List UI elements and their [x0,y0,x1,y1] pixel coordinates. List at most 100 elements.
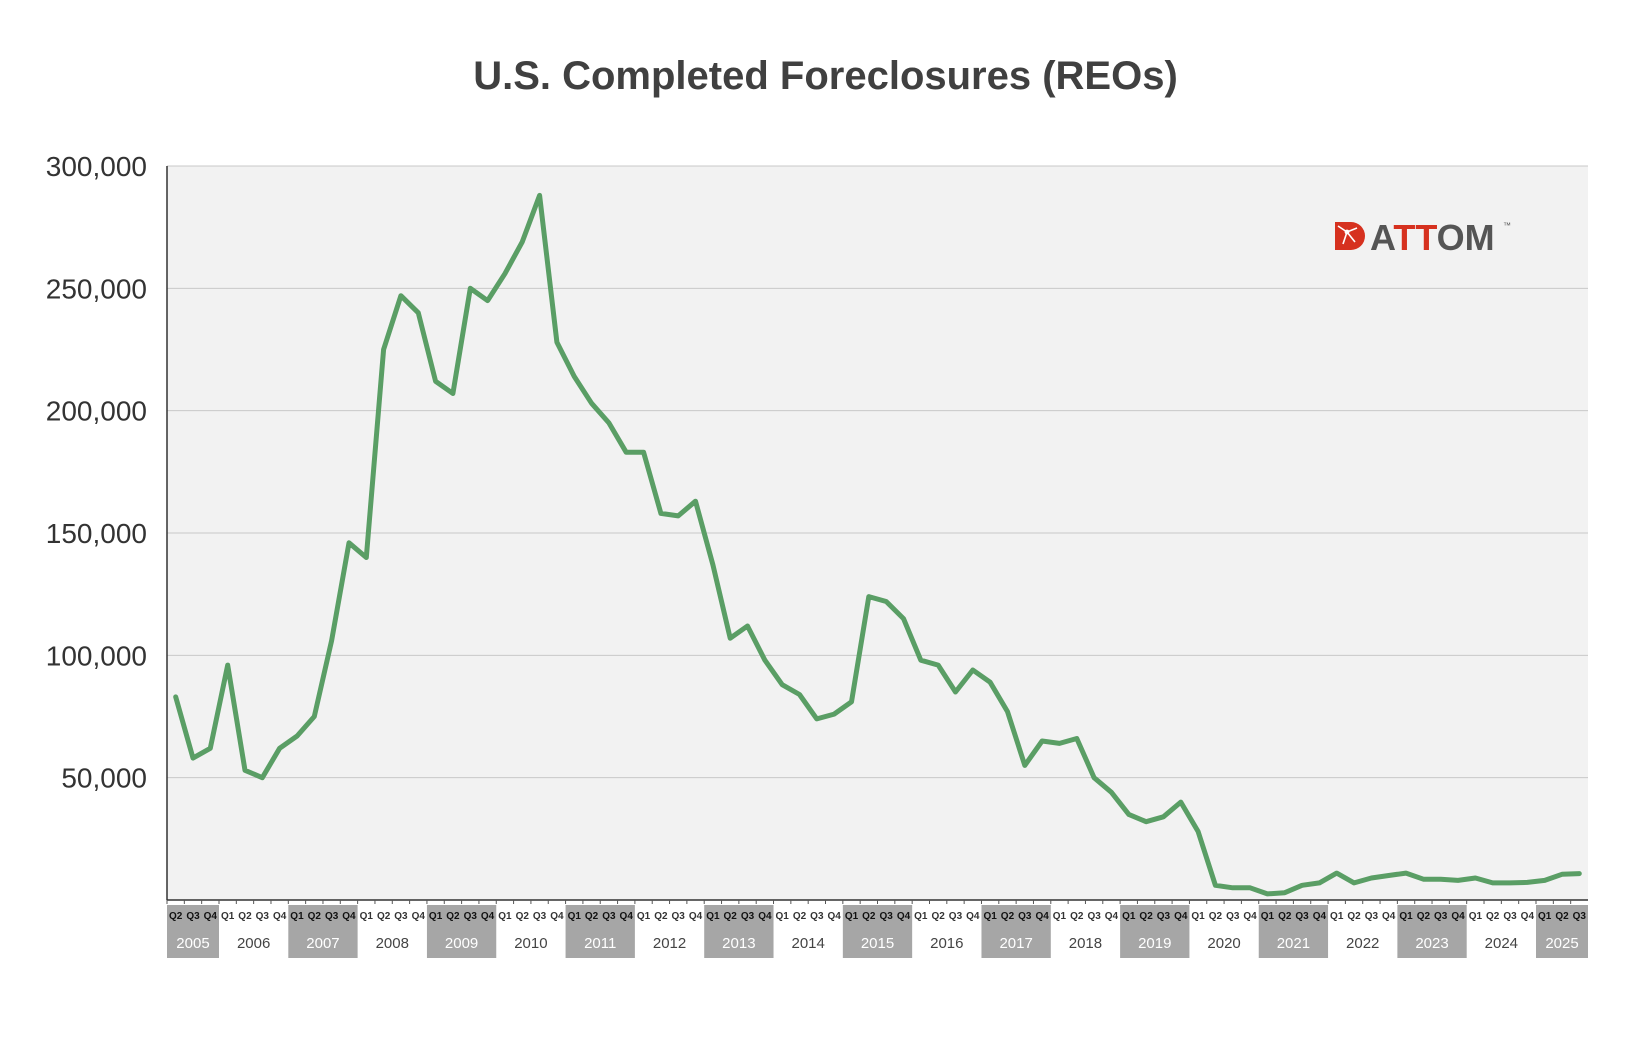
quarter-label: Q1 [568,911,582,922]
quarter-label: Q2 [1555,911,1569,922]
data-point [1369,876,1374,880]
data-point [1109,790,1114,795]
data-point [468,286,473,291]
data-point [658,511,663,516]
data-point [260,775,265,780]
data-point [1508,880,1512,885]
quarter-label: Q3 [256,911,270,922]
quarter-label: Q1 [914,911,928,922]
quarter-label: Q4 [1105,911,1119,922]
year-label: 2008 [376,935,409,952]
data-point [780,682,785,687]
year-label: 2009 [445,935,478,952]
quarter-label: Q4 [897,911,911,922]
year-label: 2023 [1415,935,1448,952]
year-label: 2014 [791,935,824,952]
quarter-label: Q2 [1139,911,1153,922]
quarter-label: Q4 [412,911,426,922]
quarter-label: Q3 [464,911,478,922]
quarter-label: Q1 [1261,911,1275,922]
data-point [1040,739,1045,743]
quarter-label: Q1 [1122,911,1136,922]
year-label: 2019 [1138,935,1171,952]
data-point [1265,891,1270,896]
quarter-label: Q4 [758,911,772,922]
quarter-label: Q2 [238,911,252,922]
year-label: 2005 [176,935,209,952]
data-point [208,746,213,751]
year-label: 2021 [1277,935,1310,952]
quarter-label: Q4 [481,911,495,922]
attom-logo-text: ATTOM [1370,217,1495,258]
quarter-label: Q4 [1313,911,1327,922]
quarter-label: Q4 [689,911,703,922]
logo-trademark: ™ [1503,221,1511,230]
quarter-label: Q4 [828,911,842,922]
quarter-label: Q3 [533,911,547,922]
year-label: 2018 [1069,935,1102,952]
quarter-label: Q1 [776,911,790,922]
quarter-label: Q3 [1434,911,1448,922]
year-band [167,905,219,958]
series-line [173,192,1582,897]
quarter-label: Q3 [741,911,755,922]
year-band [565,905,635,958]
data-point [797,692,802,697]
data-point [191,756,195,761]
quarter-label: Q4 [1382,911,1396,922]
y-axis-ticks: 300,000 250,000 200,000 150,000 100,000 50,00… [46,151,147,794]
data-point [1456,878,1460,883]
quarter-label: Q2 [516,911,530,922]
data-point [918,658,923,663]
quarter-label: Q4 [342,911,356,922]
year-label: 2010 [514,935,547,952]
data-point [1022,763,1027,768]
year-band [1120,905,1190,958]
year-label: 2006 [237,935,270,952]
data-point [1300,883,1305,888]
quarter-label: Q1 [1538,911,1552,922]
quarter-label: Q4 [1521,911,1535,922]
data-point [1092,775,1097,780]
data-point [1057,741,1062,746]
data-point [554,340,559,345]
data-point [520,239,525,244]
y-tick-label: 250,000 [46,273,147,304]
quarter-label: Q1 [983,911,997,922]
data-point [1577,871,1582,876]
quarter-label: Q4 [620,911,634,922]
data-point [537,193,542,198]
data-point [295,734,299,739]
quarter-label: Q3 [394,911,408,922]
data-point [693,499,698,504]
quarter-label: Q3 [1018,911,1032,922]
year-band [288,905,358,958]
quarter-label: Q1 [845,911,859,922]
quarter-label: Q2 [1486,911,1500,922]
data-point [589,401,594,406]
quarter-label: Q1 [1399,911,1413,922]
year-label: 2015 [861,935,894,952]
data-point [450,391,455,396]
year-band [704,905,774,958]
y-tick-label: 100,000 [46,640,147,671]
year-band [1397,905,1467,958]
data-point [1525,880,1530,885]
logo-letter-a: A [1370,217,1396,258]
data-point [1421,877,1426,882]
data-point [1317,880,1322,885]
quarter-label: Q4 [273,911,287,922]
quarter-label: Q1 [290,911,304,922]
quarter-label: Q1 [637,911,651,922]
quarter-label: Q3 [810,911,824,922]
data-point [329,638,334,643]
data-point [1560,872,1564,877]
year-label: 2016 [930,935,963,952]
data-point [641,450,646,455]
quarter-label: Q2 [1001,911,1015,922]
year-label: 2012 [653,935,686,952]
quarter-label: Q3 [1365,911,1379,922]
data-point [1230,885,1235,890]
y-tick-label: 300,000 [46,151,147,182]
